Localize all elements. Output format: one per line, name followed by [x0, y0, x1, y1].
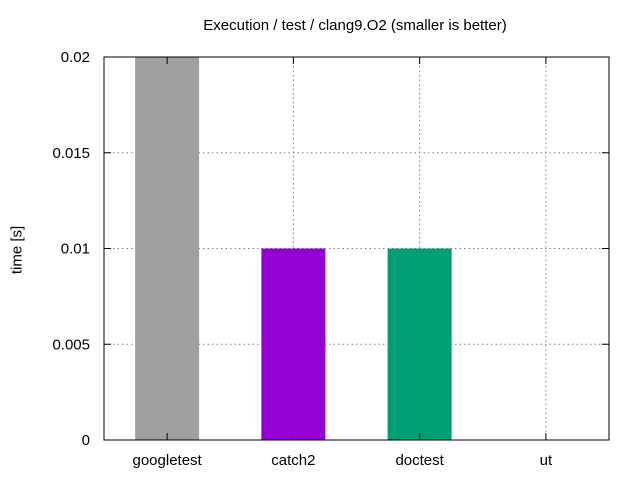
y-tick-label: 0 [82, 432, 90, 449]
x-tick-label: catch2 [271, 452, 315, 469]
x-tick-label: ut [540, 452, 553, 469]
y-tick-label: 0.01 [61, 241, 90, 258]
x-tick-label: googletest [133, 452, 203, 469]
bars [135, 57, 452, 440]
x-tick-label: doctest [395, 452, 444, 469]
y-tick-label: 0.015 [52, 145, 90, 162]
bar-googletest [135, 57, 200, 440]
chart-title: Execution / test / clang9.O2 (smaller is… [203, 17, 507, 34]
y-tick-label: 0.005 [52, 336, 90, 353]
bar-doctest [387, 248, 452, 440]
tick-labels: 0 0.005 0.01 0.015 0.02 googletest catch2 docte… [52, 49, 609, 469]
bar-catch2 [261, 248, 326, 440]
y-tick-label: 0.02 [61, 49, 90, 66]
